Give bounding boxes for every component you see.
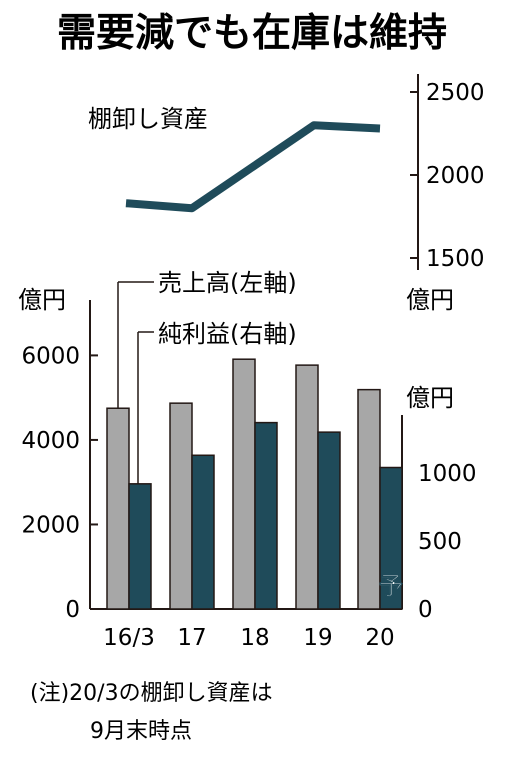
- sales-bar: [357, 388, 381, 610]
- inventory-axis-ticks: 2500 2000 1500: [410, 80, 485, 272]
- note-line-2: 9月末時点: [90, 719, 192, 744]
- inventory-tick-label: 2500: [426, 80, 485, 106]
- profit-bar: [128, 483, 152, 610]
- left-axis-unit: 億円: [18, 286, 66, 314]
- x-axis-labels: 16/3 17 18 19 20: [103, 625, 394, 651]
- left-tick-label: 4000: [21, 428, 80, 454]
- profit-legend-label: 純利益(右軸): [158, 320, 297, 348]
- bars: [106, 358, 403, 610]
- right-tick-label: 0: [418, 597, 433, 623]
- profit-bar: [254, 421, 278, 610]
- inventory-tick-label: 2000: [426, 163, 485, 189]
- x-tick-label: 17: [177, 625, 206, 651]
- left-tick-label: 0: [65, 597, 80, 623]
- profit-bar: [379, 466, 403, 610]
- right-tick-label: 500: [418, 529, 462, 555]
- right-tick-label: 1000: [418, 461, 477, 487]
- sales-bar: [295, 364, 319, 610]
- profit-bar: [191, 454, 215, 610]
- inventory-line-chart: 2500 2000 1500 棚卸し資産: [88, 74, 485, 272]
- x-tick-label: 16/3: [103, 625, 155, 651]
- left-tick-label: 6000: [21, 343, 80, 369]
- left-tick-label: 2000: [21, 512, 80, 538]
- inventory-line: [125, 121, 381, 213]
- left-axis-ticks: 6000 4000 2000 0: [21, 343, 98, 623]
- chart-title: 需要減でも在庫は維持: [57, 11, 447, 56]
- x-tick-label: 18: [240, 625, 269, 651]
- note-line-1: (注)20/3の棚卸し資産は: [30, 681, 273, 706]
- profit-bar: [317, 431, 341, 610]
- inventory-series-label: 棚卸し資産: [88, 105, 208, 133]
- x-tick-label: 19: [303, 625, 332, 651]
- right-axis-ticks: 1000 500 0: [394, 461, 477, 623]
- sales-bar: [169, 402, 193, 610]
- inventory-tick-label: 1500: [426, 246, 485, 272]
- sales-profit-bar-chart: 6000 4000 2000 0 1000 500 0 16/3 17 18 19 20 億円 億…: [18, 269, 477, 651]
- right-axis-unit-top: 億円: [406, 286, 454, 314]
- right-axis-unit: 億円: [406, 384, 454, 412]
- sales-legend-label: 売上高(左軸): [158, 269, 297, 297]
- forecast-annotation: 予: [379, 572, 403, 600]
- x-tick-label: 20: [365, 625, 394, 651]
- sales-bar: [232, 358, 256, 610]
- sales-bar: [106, 407, 130, 610]
